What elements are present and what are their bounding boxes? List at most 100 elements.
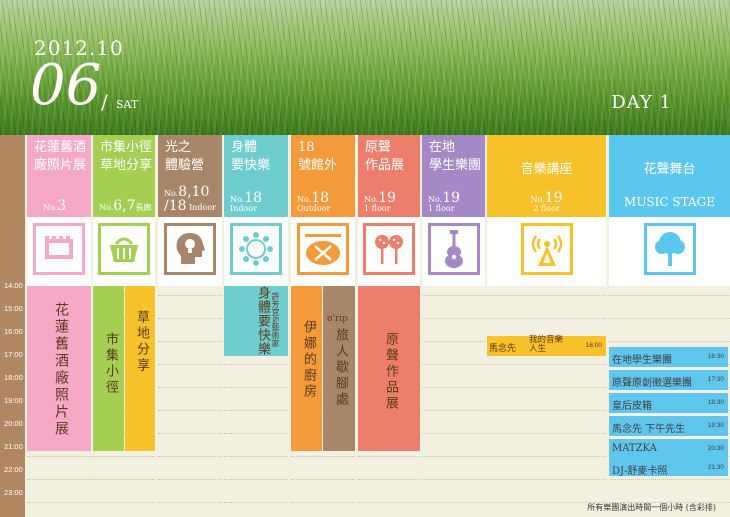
column-body-happy: 身體 要快樂 No.18 Indoor (224, 135, 288, 286)
column-photo-exhibit: 花蓮舊酒 廠照片展 No.3 (27, 135, 91, 286)
event-body-happy[interactable]: 身體要快樂 許芳宜&藝術家 (224, 286, 288, 356)
grid-line (609, 295, 730, 296)
grid-line (93, 341, 155, 342)
column-title: 原聲 作品展 (365, 140, 405, 173)
grid-line (93, 433, 155, 434)
grid-line (224, 364, 288, 365)
people-circle-icon (230, 223, 282, 275)
stage-slot[interactable]: MATZKA 20:30 (609, 439, 728, 459)
column-location: No.19 2 floor (530, 190, 563, 213)
column-title: 市集小徑 草地分享 (100, 140, 153, 173)
event-time: 16:00 (585, 342, 602, 349)
grid-line (224, 479, 288, 480)
date-slash: / (101, 90, 108, 114)
event-label: 草地分享 (134, 310, 149, 374)
time-rail (0, 135, 25, 517)
grid-line (422, 341, 485, 342)
time-label: 16:00 (4, 327, 23, 336)
column-title: 在地 學生樂團 (429, 140, 482, 173)
event-orip[interactable]: o'rip 旅人歇腳處 (323, 286, 355, 451)
grid-line (93, 387, 155, 388)
time-label: 19:00 (4, 396, 23, 405)
footer-note: 所有樂團演出時間一個小時 (含彩排) (587, 503, 716, 512)
event-label: o'rip (327, 314, 348, 324)
event-ina-kitchen[interactable]: 伊娜的廚房 (291, 286, 322, 451)
column-light-camp: 光之 體驗營 No.8,10 /18 Indoor (158, 135, 222, 286)
column-student-band: 在地 學生樂團 No.19 1 floor (422, 135, 485, 286)
column-market: 市集小徑 草地分享 No.6,7長廊 (93, 135, 155, 286)
column-location: No.3 (43, 198, 67, 214)
event-sound-exhibit[interactable]: 原聲作品展 (358, 286, 420, 451)
grid-line (224, 502, 288, 503)
grid-line (158, 479, 222, 480)
column-sound-exhibit: 原聲 作品展 No.19 1 floor (358, 135, 420, 286)
grid-line (422, 364, 485, 365)
grid-line (158, 387, 222, 388)
stage-slot[interactable]: 原聲原創徵選樂團 17:30 (609, 370, 728, 390)
grid-line (93, 502, 155, 503)
stage-time: 16:30 (707, 353, 724, 360)
event-market-path[interactable]: 市集小徑 (93, 286, 124, 451)
grid-line (158, 318, 222, 319)
grid-line (93, 410, 155, 411)
stage-slot[interactable]: 在地學生樂團 16:30 (609, 347, 728, 367)
grid-line (158, 410, 222, 411)
stage-act: MATZKA (612, 443, 657, 454)
event-lecture[interactable]: 馬念先 我的音樂人生 16:00 (487, 336, 606, 356)
column-title: 花聲舞台 (643, 162, 696, 177)
stage-time: 18:30 (707, 399, 724, 406)
grid-line (158, 295, 222, 296)
grid-line (27, 456, 91, 457)
column-title: 花蓮舊酒 廠照片展 (34, 140, 87, 173)
grid-line (93, 456, 155, 457)
grid-line (487, 318, 606, 319)
column-location: No.19 1 floor (364, 190, 397, 213)
stage-time: 19:30 (707, 422, 724, 429)
grid-line (358, 456, 420, 457)
grid-line (609, 502, 730, 503)
time-label: 17:00 (4, 350, 23, 359)
column-title: 音樂講座 (520, 162, 573, 177)
grid-line (158, 341, 222, 342)
grid-line (422, 318, 485, 319)
column-music-stage: 花聲舞台 MUSIC STAGE (609, 135, 730, 286)
day-label: DAY 1 (611, 92, 672, 113)
stage-slot[interactable]: 皇后皮箱 18:30 (609, 393, 728, 413)
event-sublabel: 許芳宜&藝術家 (271, 292, 280, 348)
time-label: 20:00 (4, 419, 23, 428)
grid-line (27, 479, 91, 480)
stage-act: 皇后皮箱 (612, 401, 652, 412)
head-bulb-icon (164, 223, 216, 275)
event-photo-exhibit[interactable]: 花蓮舊酒廠照片展 (27, 286, 91, 451)
grid-line (487, 502, 606, 503)
antenna-icon (520, 223, 573, 275)
event-label: 市集小徑 (103, 332, 118, 396)
grid-line (422, 410, 485, 411)
grid-line (422, 295, 485, 296)
event-label: 身體要快樂 (255, 286, 270, 356)
ukulele-icon (427, 223, 480, 275)
grid-line (291, 479, 355, 480)
grid-line (158, 433, 222, 434)
grid-line (224, 410, 288, 411)
stage-slot[interactable]: 馬念先 下午先生 19:30 (609, 416, 728, 436)
grid-line (158, 502, 222, 503)
grid-line (609, 479, 730, 480)
stage-time: 20:30 (707, 445, 724, 452)
grid-line (422, 479, 485, 480)
grid-line (487, 456, 606, 457)
grid-line (422, 502, 485, 503)
plate-cutlery-icon (297, 223, 349, 275)
stage-time: 21:30 (707, 464, 724, 471)
grid-line (93, 364, 155, 365)
event-lawn-share[interactable]: 草地分享 (125, 286, 155, 451)
event-label: 我的音樂人生 (529, 335, 564, 354)
column-music-lecture: 音樂講座 No.19 2 floor (487, 135, 606, 286)
column-subtitle: MUSIC STAGE (624, 195, 715, 209)
grid-line (291, 502, 355, 503)
tree-icon (643, 223, 696, 275)
grid-line (224, 456, 288, 457)
event-speaker: 馬念先 (489, 344, 517, 354)
stage-slot[interactable]: DJ-舒麥卡照 21:30 (609, 459, 728, 477)
column-title: 身體 要快樂 (231, 140, 271, 173)
